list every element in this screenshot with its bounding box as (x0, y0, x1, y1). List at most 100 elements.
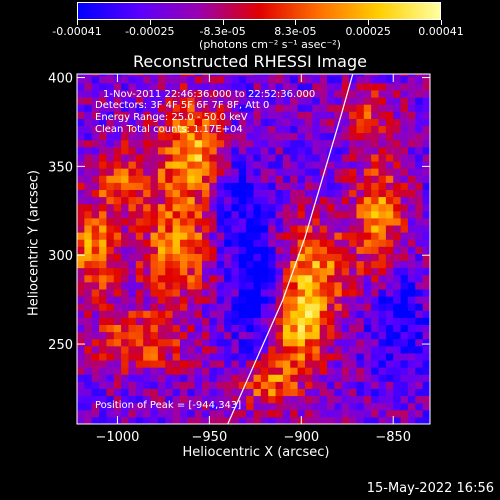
heatmap-cell (135, 161, 144, 169)
heatmap-cell (238, 97, 247, 105)
heatmap-cell (113, 189, 122, 198)
heatmap-cell (282, 146, 291, 155)
heatmap-cell (282, 310, 291, 318)
heatmap-cell (327, 82, 335, 91)
heatmap-cell (216, 182, 225, 190)
heatmap-cell (290, 310, 299, 318)
heatmap-cell (135, 168, 144, 176)
heatmap-cell (319, 125, 328, 134)
heatmap-cell (238, 82, 247, 91)
heatmap-cell (187, 125, 196, 134)
heatmap-cell (113, 409, 122, 418)
heatmap-cell (128, 416, 137, 424)
heatmap-cell (150, 416, 159, 424)
heatmap-cell (128, 153, 137, 162)
heatmap-cell (349, 267, 357, 276)
heatmap-cell (268, 352, 277, 361)
heatmap-cell (150, 217, 159, 226)
heatmap-cell (393, 324, 402, 333)
heatmap-cell (407, 75, 416, 84)
heatmap-cell (393, 260, 402, 269)
heatmap-cell (253, 260, 262, 269)
heatmap-cell (84, 82, 93, 91)
heatmap-cell (202, 338, 210, 347)
heatmap-cell (297, 267, 306, 276)
heatmap-cell (378, 260, 387, 269)
heatmap-cell (363, 345, 372, 354)
heatmap-cell (253, 239, 262, 247)
heatmap-cell (356, 253, 365, 262)
heatmap-cell (246, 296, 254, 304)
heatmap-cell (77, 225, 85, 233)
heatmap-cell (91, 303, 100, 311)
heatmap-cell (371, 217, 380, 226)
heatmap-cell (415, 132, 424, 141)
heatmap-cell (224, 381, 232, 389)
heatmap-cell (385, 225, 394, 233)
heatmap-cell (77, 253, 85, 262)
heatmap-cell (253, 189, 262, 198)
heatmap-cell (327, 260, 335, 269)
heatmap-cell (150, 345, 159, 354)
heatmap-cell (393, 239, 402, 247)
heatmap-cell (91, 310, 100, 318)
heatmap-cell (77, 161, 85, 169)
heatmap-cell (304, 175, 313, 183)
heatmap-cell (91, 161, 100, 169)
heatmap-cell (216, 118, 225, 127)
heatmap-cell (121, 281, 129, 290)
heatmap-cell (187, 324, 196, 333)
heatmap-cell (422, 345, 430, 354)
heatmap-cell (224, 217, 232, 226)
heatmap-cell (157, 317, 166, 326)
heatmap-cell (275, 239, 284, 247)
heatmap-cell (260, 196, 269, 205)
heatmap-cell (121, 146, 129, 155)
heatmap-cell (202, 274, 210, 283)
heatmap-cell (312, 210, 321, 219)
heatmap-cell (106, 381, 115, 389)
heatmap-cell (363, 161, 372, 169)
heatmap-cell (253, 360, 262, 368)
heatmap-cell (422, 331, 430, 340)
heatmap-cell (312, 203, 321, 212)
heatmap-cell (415, 111, 424, 119)
heatmap-cell (157, 416, 166, 424)
heatmap-cell (113, 310, 122, 318)
heatmap-cell (363, 132, 372, 141)
heatmap-cell (371, 89, 380, 98)
heatmap-cell (297, 82, 306, 91)
heatmap-cell (150, 89, 159, 98)
heatmap-cell (290, 104, 299, 112)
heatmap-cell (363, 118, 372, 127)
heatmap-cell (187, 168, 196, 176)
heatmap-cell (128, 132, 137, 141)
heatmap-cell (378, 324, 387, 333)
heatmap-cell (319, 97, 328, 105)
heatmap-cell (194, 153, 203, 162)
heatmap-cell (290, 132, 299, 141)
heatmap-cell (371, 324, 380, 333)
heatmap-cell (209, 82, 218, 91)
heatmap-cell (341, 331, 350, 340)
heatmap-cell (407, 352, 416, 361)
heatmap-cell (113, 260, 122, 269)
heatmap-cell (319, 296, 328, 304)
heatmap-cell (209, 139, 218, 148)
heatmap-cell (231, 189, 240, 198)
heatmap-cell (231, 104, 240, 112)
heatmap-cell (253, 296, 262, 304)
heatmap-cell (194, 74, 203, 77)
heatmap-cell (275, 381, 284, 389)
heatmap-cell (407, 317, 416, 326)
heatmap-cell (246, 310, 254, 318)
heatmap-cell (341, 381, 350, 389)
heatmap-cell (378, 125, 387, 134)
heatmap-cell (128, 381, 137, 389)
heatmap-cell (157, 303, 166, 311)
heatmap-cell (334, 196, 343, 205)
heatmap-cell (246, 338, 254, 347)
heatmap-cell (290, 161, 299, 169)
heatmap-cell (165, 153, 174, 162)
heatmap-cell (106, 97, 115, 105)
